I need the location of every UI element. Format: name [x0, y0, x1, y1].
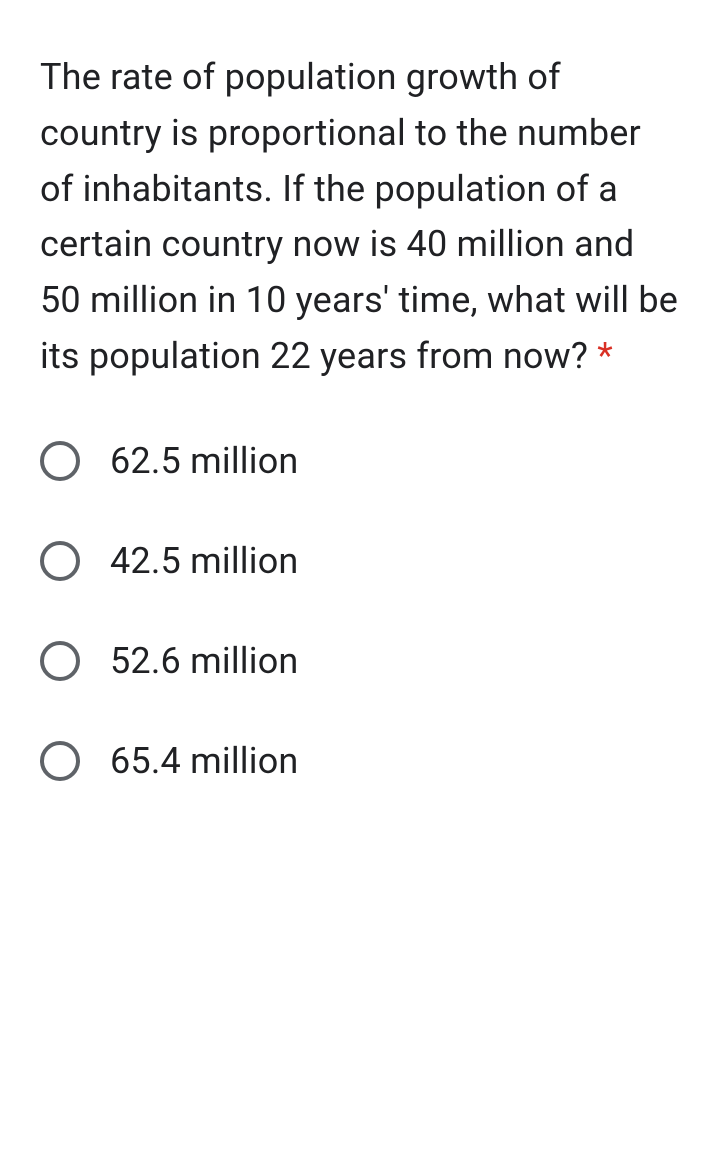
question-text-content: The rate of population growth of country… — [40, 56, 678, 377]
question-text: The rate of population growth of country… — [40, 50, 682, 385]
option-row-1[interactable]: 42.5 million — [40, 540, 682, 582]
option-row-3[interactable]: 65.4 million — [40, 740, 682, 782]
radio-icon[interactable] — [40, 641, 80, 681]
option-label: 42.5 million — [110, 540, 299, 582]
options-container: 62.5 million 42.5 million 52.6 million 6… — [40, 440, 682, 782]
option-row-2[interactable]: 52.6 million — [40, 640, 682, 682]
question-container: The rate of population growth of country… — [40, 50, 682, 782]
option-label: 65.4 million — [110, 740, 299, 782]
required-asterisk: * — [597, 335, 613, 377]
radio-icon[interactable] — [40, 441, 80, 481]
option-label: 62.5 million — [110, 440, 299, 482]
option-row-0[interactable]: 62.5 million — [40, 440, 682, 482]
radio-icon[interactable] — [40, 741, 80, 781]
option-label: 52.6 million — [110, 640, 299, 682]
radio-icon[interactable] — [40, 541, 80, 581]
